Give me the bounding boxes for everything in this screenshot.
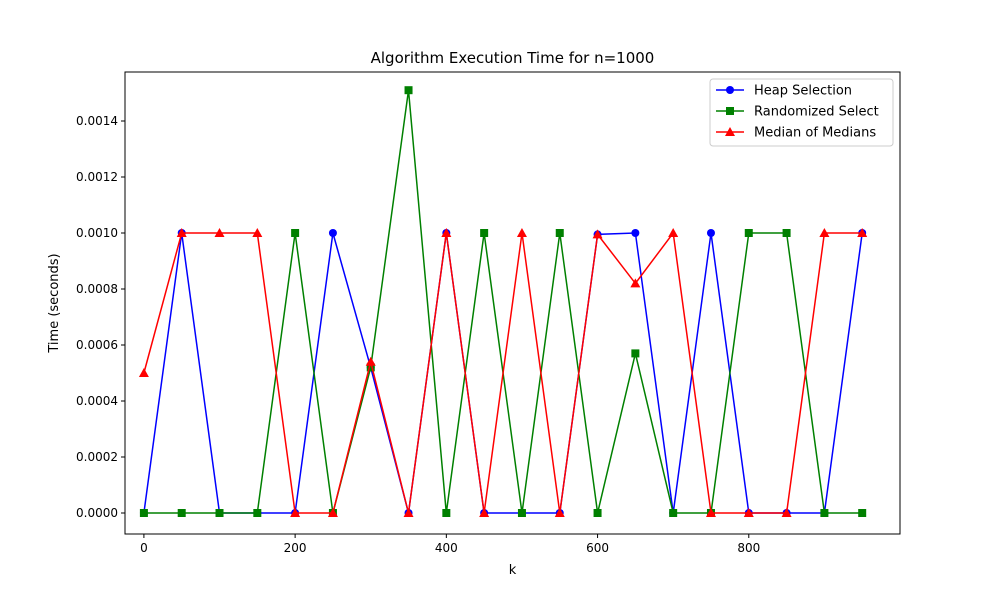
y-axis-label: Time (seconds): [47, 253, 62, 353]
x-tick-label: 200: [284, 541, 307, 555]
data-point: [744, 229, 753, 237]
y-tick-label: 0.0010: [76, 226, 118, 240]
data-point: [139, 509, 148, 517]
data-point: [517, 509, 526, 517]
data-point: [479, 508, 490, 517]
plot-frame: [124, 71, 901, 535]
data-point: [631, 349, 640, 358]
data-point: [516, 228, 527, 237]
data-point: [290, 508, 301, 517]
data-point: [442, 509, 451, 517]
y-tick-label: 0.0006: [76, 338, 118, 352]
series-line: [143, 232, 863, 514]
y-tick-label: 0.0014: [76, 114, 118, 128]
y-tick-label: 0.0008: [76, 282, 118, 296]
x-axis: 0 200 400 600 800: [140, 534, 760, 555]
data-point: [215, 509, 224, 517]
data-point: [138, 368, 149, 377]
data-point: [480, 229, 489, 237]
data-point: [593, 509, 602, 517]
data-point: [403, 508, 414, 517]
x-tick-label: 600: [586, 541, 609, 555]
data-point: [554, 508, 565, 517]
chart-title: Algorithm Execution Time for n=1000: [371, 49, 655, 67]
data-point: [857, 228, 868, 237]
data-point: [291, 229, 300, 237]
y-tick-label: 0.0002: [76, 450, 118, 464]
data-point: [820, 509, 829, 517]
data-point: [743, 508, 754, 517]
x-axis-label: k: [509, 563, 517, 578]
data-point: [327, 508, 338, 517]
data-point: [630, 278, 641, 288]
legend: Heap Selection Randomized Select Median of…: [709, 78, 894, 147]
data-point: [365, 356, 376, 366]
data-point: [592, 229, 603, 239]
data-point: [253, 509, 262, 517]
data-point: [631, 229, 640, 237]
data-point: [404, 86, 413, 95]
series-line: [143, 231, 863, 514]
data-point: [858, 509, 867, 517]
y-tick-label: 0.0000: [76, 506, 118, 520]
y-tick-label: 0.0004: [76, 394, 118, 408]
data-point: [441, 228, 452, 237]
data-point: [706, 229, 715, 237]
data-point: [669, 509, 678, 517]
data-point: [555, 229, 564, 237]
legend-marker: [726, 107, 734, 115]
x-tick-label: 800: [737, 541, 760, 555]
data-point: [214, 228, 225, 237]
y-axis: 0.0000 0.0002 0.0004 0.0006 0.0008 0.0010 0.00…: [76, 114, 125, 520]
series-line: [143, 90, 863, 514]
legend-label: Heap Selection: [754, 84, 852, 99]
x-tick-label: 0: [140, 541, 148, 555]
legend-label: Randomized Select: [754, 105, 879, 120]
legend-marker: [725, 127, 735, 136]
data-point: [328, 229, 337, 237]
data-point: [177, 509, 186, 517]
data-point: [782, 229, 791, 237]
x-tick-label: 400: [435, 541, 458, 555]
data-point: [819, 228, 830, 237]
data-point: [366, 363, 375, 372]
series-triangle: [138, 228, 868, 517]
data-point: [668, 228, 679, 237]
series-layer: [138, 86, 868, 517]
data-point: [252, 228, 263, 237]
legend-label: Median of Medians: [754, 126, 876, 141]
y-tick-label: 0.0012: [76, 170, 118, 184]
data-point: [705, 508, 716, 517]
data-point: [781, 508, 792, 517]
legend-marker: [726, 86, 734, 94]
legend-box: [709, 78, 894, 147]
data-point: [176, 228, 187, 237]
series-square: [139, 86, 867, 517]
